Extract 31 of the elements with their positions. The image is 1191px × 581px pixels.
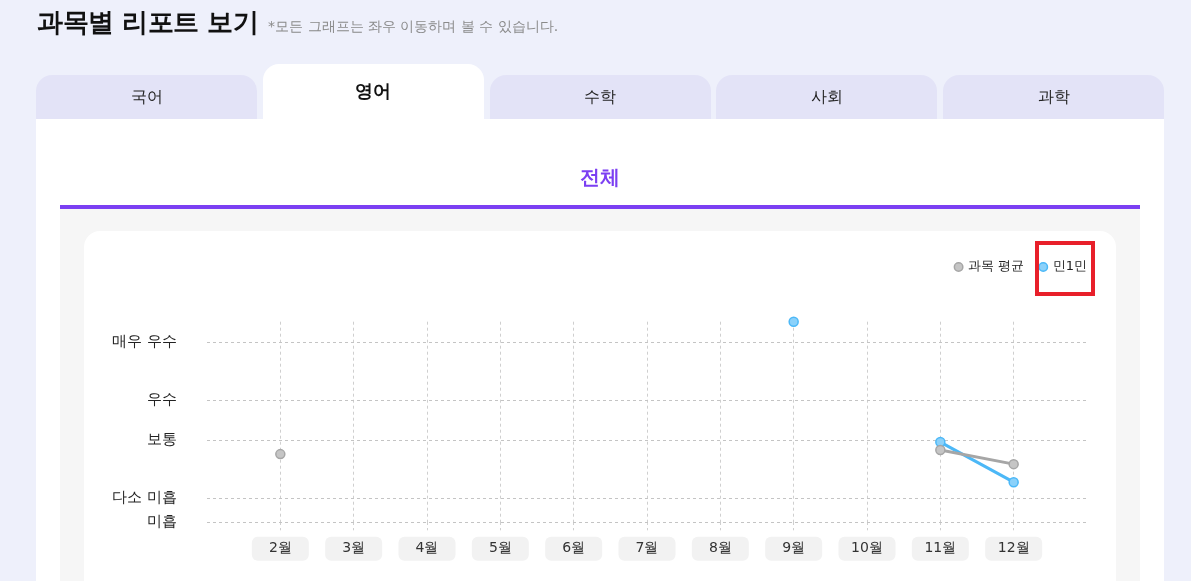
x-tick-label: 5월 [488, 539, 512, 556]
ref-line-label: 미흡 [147, 512, 177, 531]
point [275, 448, 286, 460]
x-tick-label: 4월 [415, 539, 439, 556]
legend-label: 민1민 [1052, 258, 1088, 274]
ref-line-label: 보통 [147, 430, 177, 449]
legend-label: 과목 평균 [968, 258, 1025, 274]
ref-line-label: 우수 [147, 390, 177, 409]
chart-title: 과목별 리포트 보기 [37, 6, 259, 39]
x-tick-label: 11월 [924, 539, 957, 556]
x-tick-label: 3월 [342, 539, 366, 556]
point [1008, 458, 1019, 470]
x-tick-label: 10월 [851, 539, 883, 556]
subject-tab[interactable]: 수학 [489, 75, 711, 119]
ref-line-label: 다소 미흡 [112, 488, 177, 507]
subject-tab[interactable]: 사회 [716, 75, 938, 119]
point [1008, 476, 1019, 488]
x-tick-label: 9월 [782, 539, 806, 556]
x-tick-label: 2월 [268, 539, 292, 556]
subject-tab[interactable]: 영어 [262, 64, 484, 119]
subject-tab[interactable]: 국어 [36, 75, 257, 119]
x-tick-label: 12월 [997, 539, 1030, 556]
subject-tab[interactable]: 과학 [943, 75, 1164, 119]
text: 전체 [579, 164, 621, 190]
x-tick-label: 7월 [635, 539, 659, 556]
chart-subtitle: *모든 그래프는 좌우 이동하며 볼 수 있습니다. [268, 18, 559, 36]
ref-line-label: 매우 우수 [112, 332, 177, 351]
x-tick-label: 8월 [708, 539, 732, 556]
point [788, 316, 799, 327]
x-tick-label: 6월 [562, 539, 586, 556]
point [935, 444, 946, 456]
